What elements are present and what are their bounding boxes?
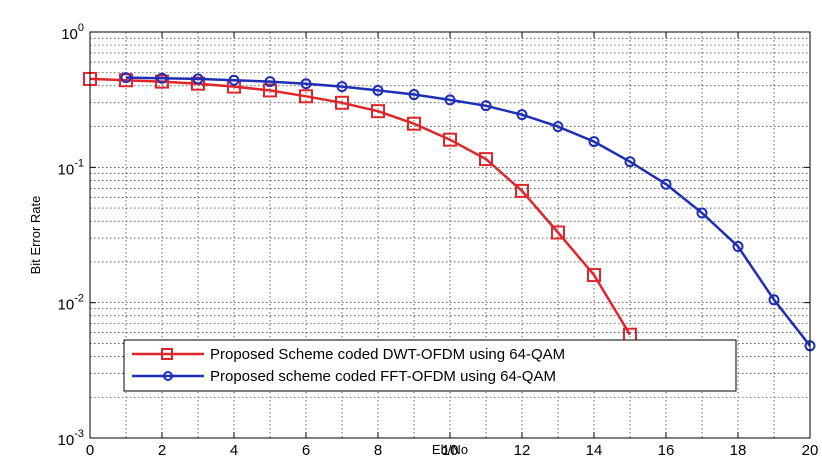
x-tick-label: 20 <box>802 442 819 459</box>
x-tick-label: 8 <box>374 442 382 459</box>
data-point <box>335 95 349 110</box>
data-point <box>732 241 744 253</box>
data-point <box>587 268 601 283</box>
legend-marker <box>163 371 173 381</box>
data-point <box>119 73 133 88</box>
tick-layer: 0 2 4 6 8 10 12 14 16 18 20 100 10-1 10-2 10-3 <box>58 22 819 459</box>
y-tick-label: 10-3 <box>58 428 84 449</box>
x-tick-label: 2 <box>158 442 166 459</box>
data-point <box>660 178 672 190</box>
data-point <box>588 136 600 148</box>
data-point <box>407 116 421 131</box>
data-point <box>515 183 529 198</box>
x-tick-label: 10 <box>442 442 459 459</box>
x-tick-label: 4 <box>230 442 238 459</box>
data-point <box>336 81 348 93</box>
data-point <box>479 152 493 167</box>
x-axis-label: Eb/No <box>432 442 468 457</box>
data-point <box>516 109 528 121</box>
legend-label: Proposed scheme coded FFT-OFDM using 64-… <box>210 368 556 385</box>
data-point <box>444 94 456 106</box>
data-point <box>155 74 169 89</box>
data-point <box>192 73 204 85</box>
series-line <box>89 77 632 336</box>
data-point <box>408 89 420 101</box>
data-point <box>552 121 564 133</box>
data-point <box>156 72 168 84</box>
series-1 <box>83 71 637 342</box>
series-line <box>125 76 811 347</box>
series-layer <box>83 71 816 352</box>
legend-item: Proposed scheme coded FFT-OFDM using 64-… <box>132 368 556 385</box>
x-tick-label: 18 <box>730 442 747 459</box>
y-axis-label: Bit Error Rate <box>28 196 43 275</box>
data-point <box>228 74 240 86</box>
data-point <box>551 225 565 240</box>
x-tick-label: 6 <box>302 442 310 459</box>
data-point <box>624 156 636 168</box>
legend-marker <box>161 348 173 360</box>
legend-item: Proposed Scheme coded DWT-OFDM using 64-… <box>132 346 565 363</box>
data-point <box>263 83 277 98</box>
data-point <box>480 100 492 112</box>
data-point <box>120 72 132 84</box>
legend: Proposed Scheme coded DWT-OFDM using 64-… <box>123 339 737 392</box>
data-point <box>696 207 708 219</box>
x-tick-label: 14 <box>586 442 603 459</box>
data-point <box>264 76 276 88</box>
x-tick-label: 0 <box>86 442 94 459</box>
data-point <box>768 294 780 306</box>
x-tick-label: 16 <box>658 442 675 459</box>
data-point <box>300 78 312 90</box>
legend-box <box>123 339 737 392</box>
y-tick-label: 100 <box>61 22 84 43</box>
y-tick-label: 10-2 <box>58 293 84 314</box>
data-point <box>372 84 384 96</box>
grid <box>90 32 810 438</box>
y-tick-label: 10-1 <box>58 157 84 178</box>
data-point <box>299 89 313 104</box>
data-point <box>443 132 457 147</box>
legend-label: Proposed Scheme coded DWT-OFDM using 64-… <box>210 346 565 363</box>
data-point <box>371 104 385 119</box>
x-tick-label: 12 <box>514 442 531 459</box>
